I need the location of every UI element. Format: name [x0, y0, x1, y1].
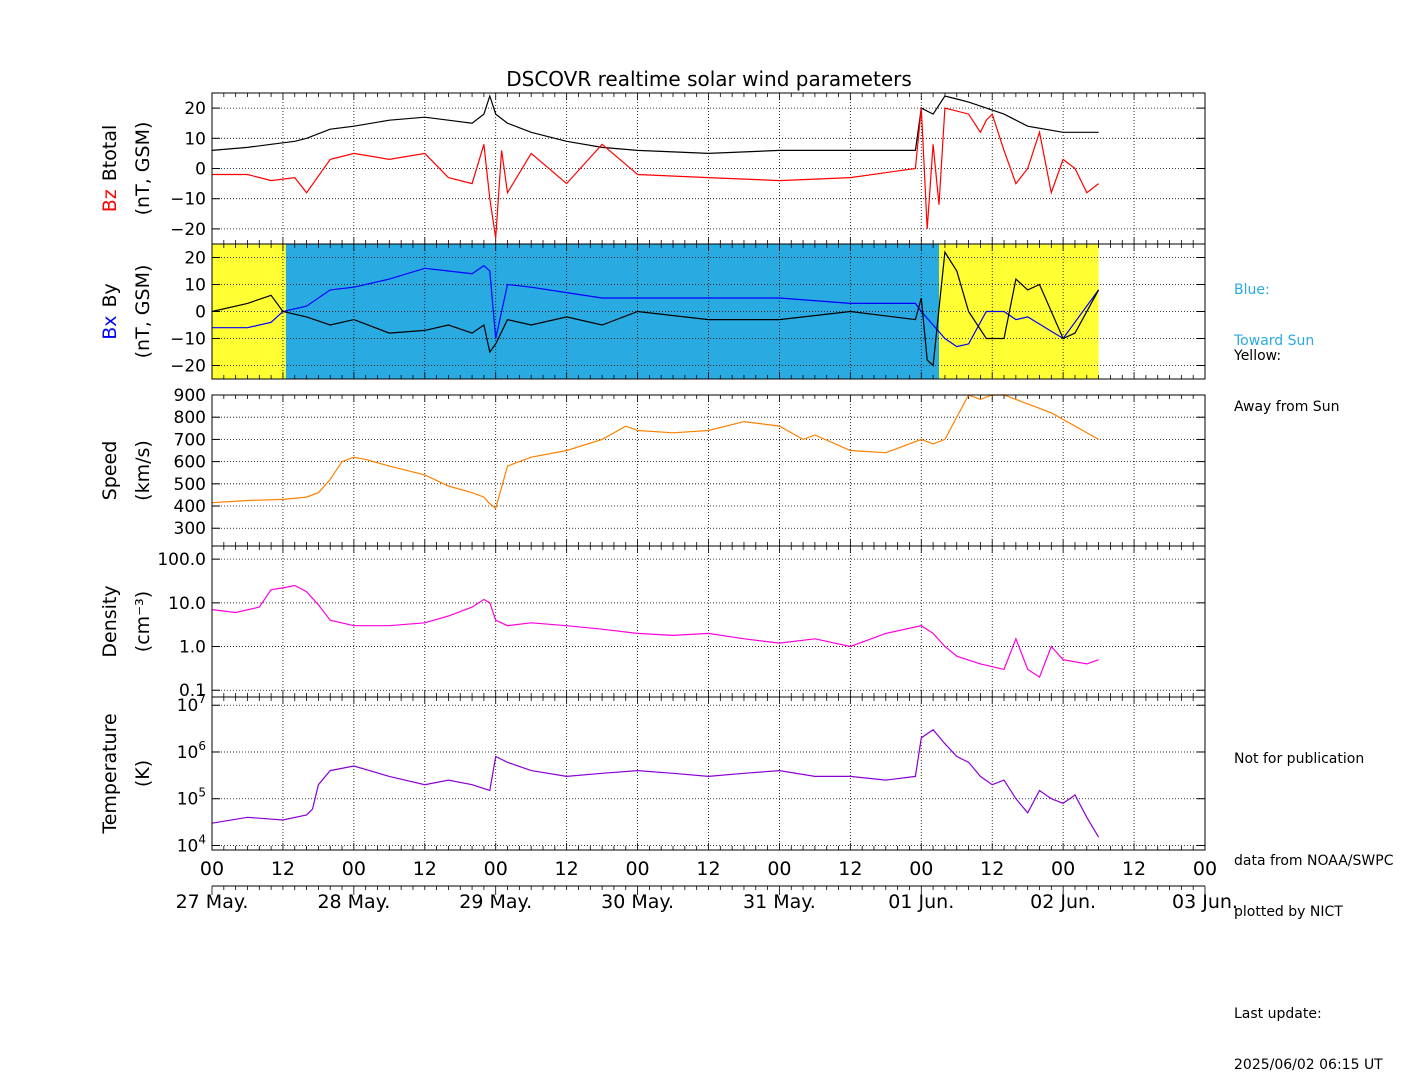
y-tick-label: −20: [170, 220, 206, 240]
y-tick-label: 400: [174, 497, 206, 517]
x-hour-tick-label: 12: [696, 858, 720, 880]
legend-blue-text: Toward Sun: [1234, 333, 1315, 349]
y-tick-label: 100.0: [157, 550, 206, 570]
x-date-label: 03 Jun.: [1172, 891, 1238, 913]
series-line-density: [211, 584, 1099, 679]
y-axis-unit: (K): [132, 760, 154, 787]
series-line-speed: [211, 394, 1099, 510]
y-axis-label: Density: [99, 585, 121, 657]
y-tick-label: 800: [174, 408, 206, 428]
y-tick-label: 106: [177, 739, 206, 763]
x-date-label: 31 May.: [743, 891, 816, 913]
series-line-btotal: [211, 94, 1099, 155]
y-tick-label: 10.0: [168, 594, 206, 614]
x-date-label: 28 May.: [317, 891, 390, 913]
note-plotted-by: plotted by NICT: [1234, 904, 1343, 920]
note-last-update-label: Last update:: [1234, 1006, 1322, 1022]
y-axis-label: BzBtotal: [99, 125, 121, 213]
x-date-label: 29 May.: [459, 891, 532, 913]
x-hour-tick-label: 00: [767, 858, 791, 880]
y-tick-label: 20: [184, 249, 206, 269]
series-line-bz: [212, 107, 1099, 239]
x-hour-tick-label: 12: [413, 858, 437, 880]
x-hour-tick-label: 12: [980, 858, 1004, 880]
y-axis-unit: (km/s): [132, 440, 154, 501]
y-tick-label: 107: [177, 692, 206, 716]
y-axis-label: Temperature: [99, 713, 121, 834]
x-hour-tick-label: 00: [1193, 858, 1217, 880]
x-hour-tick-label: 12: [1122, 858, 1146, 880]
y-tick-label: −20: [170, 357, 206, 377]
x-hour-tick-label: 00: [484, 858, 508, 880]
chart-title: DSCOVR realtime solar wind parameters: [506, 67, 912, 91]
y-axis-unit: (nT, GSM): [132, 265, 154, 359]
y-axis-label: Speed: [99, 441, 121, 501]
solar-wind-chart: DSCOVR realtime solar wind parameters 20…: [99, 67, 1238, 913]
x-hour-tick-label: 00: [342, 858, 366, 880]
y-tick-label: −10: [170, 330, 206, 350]
y-axis-label: BxBy: [99, 283, 121, 340]
y-tick-label: 300: [174, 519, 206, 539]
panel-density: 100.0 10.0 1.0 0.1 Density (cm⁻³): [99, 545, 1206, 701]
x-hour-tick-label: 00: [1051, 858, 1075, 880]
legend-yellow-text: Away from Sun: [1234, 399, 1340, 415]
y-tick-label: 700: [174, 430, 206, 450]
x-hour-tick-label: 00: [200, 858, 224, 880]
panel-magnetic-total: 20 10 0 −10 −20 BzBtotal (nT, GSM): [99, 92, 1206, 245]
y-tick-label: 105: [177, 786, 206, 810]
legend-blue-label: Blue:: [1234, 282, 1270, 298]
y-tick-label: −10: [170, 190, 206, 210]
y-tick-label: 500: [174, 475, 206, 495]
x-date-label: 02 Jun.: [1030, 891, 1096, 913]
note-data-source: data from NOAA/SWPC: [1234, 853, 1394, 869]
series-line-bx: [212, 264, 1100, 348]
panel-temperature: 107 106 105 104 Temperature (K): [99, 692, 1206, 856]
y-axis-unit: (nT, GSM): [132, 122, 154, 216]
y-axis-unit: (cm⁻³): [132, 591, 154, 652]
x-axis: 00 12 00 12 00 12 00 12 00 12 00 12 00 12 00 27 May. 28 …: [176, 858, 1238, 913]
series-line-temperature: [211, 728, 1100, 838]
legend-yellow: Yellow: Away from Sun: [1234, 314, 1339, 433]
y-tick-label: 900: [174, 386, 206, 406]
x-hour-tick-label: 12: [838, 858, 862, 880]
x-hour-tick-label: 00: [909, 858, 933, 880]
x-hour-tick-label: 12: [271, 858, 295, 880]
y-tick-label: 20: [184, 99, 206, 119]
panel-frame: [211, 696, 1206, 851]
x-date-label: 27 May.: [176, 891, 249, 913]
y-tick-label: 104: [177, 832, 206, 856]
y-tick-label: 1.0: [179, 638, 206, 658]
legend-yellow-label: Yellow:: [1234, 348, 1282, 364]
y-tick-label: 0: [195, 303, 206, 323]
note-last-update-time: 2025/06/02 06:15 UT: [1234, 1057, 1383, 1073]
y-tick-label: 0.1: [179, 681, 206, 701]
x-hour-tick-label: 12: [555, 858, 579, 880]
y-tick-label: 600: [174, 453, 206, 473]
panel-magnetic-components: 20 10 0 −10 −20 BxBy (nT, GSM): [99, 243, 1206, 380]
x-hour-tick-label: 00: [625, 858, 649, 880]
y-tick-label: 10: [184, 129, 206, 149]
note-not-for-publication: Not for publication: [1234, 751, 1365, 767]
x-date-label: 01 Jun.: [888, 891, 954, 913]
x-date-label: 30 May.: [601, 891, 674, 913]
panel-frame: [211, 243, 1206, 380]
notes: Not for publication data from NOAA/SWPC …: [1234, 717, 1393, 1091]
y-tick-label: 10: [184, 276, 206, 296]
panels: 20 10 0 −10 −20 BzBtotal (nT, GSM) 20 10 0 −10 −20 B…: [99, 92, 1206, 856]
legend-blue: Blue: Toward Sun: [1234, 248, 1314, 367]
y-tick-label: 0: [195, 160, 206, 180]
series-line-by: [211, 250, 1100, 367]
